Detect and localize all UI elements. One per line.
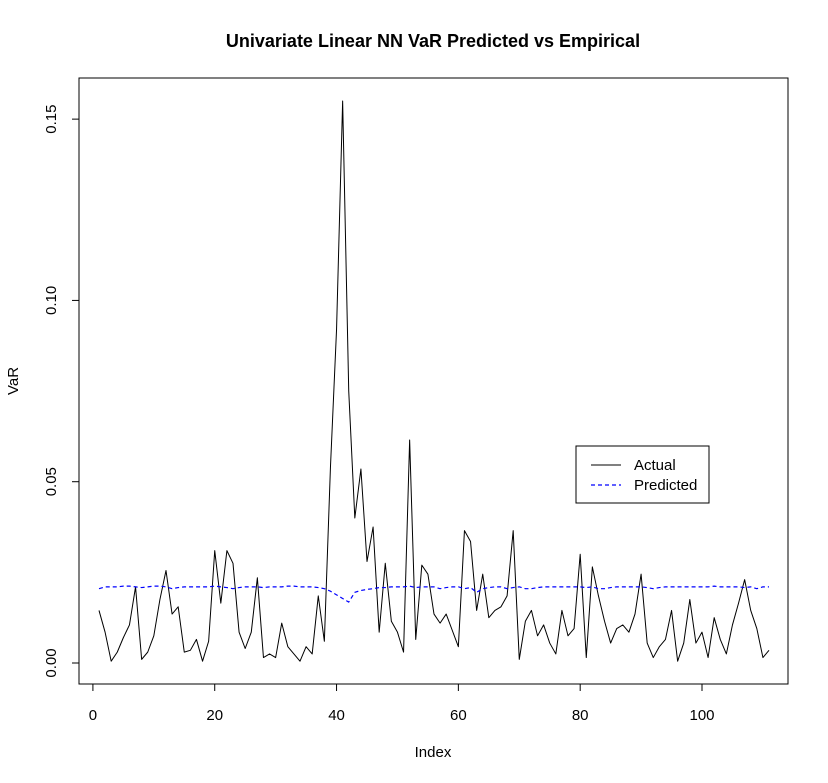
x-tick-label: 20: [206, 707, 223, 724]
y-tick-label: 0.05: [43, 467, 60, 496]
plot-frame: [78, 77, 789, 685]
series-layer: [98, 100, 770, 662]
x-tick-label: 60: [450, 707, 467, 724]
x-axis: 0 20 40 60 80 100: [89, 683, 715, 724]
series-line-predicted: [98, 585, 769, 603]
y-axis: 0.00 0.05 0.10 0.15: [43, 105, 80, 678]
x-tick-label: 40: [328, 707, 345, 724]
y-tick-label: 0.10: [43, 286, 60, 315]
legend: Actual Predicted: [575, 445, 710, 504]
legend-label-predicted: Predicted: [634, 477, 697, 494]
legend-label-actual: Actual: [634, 457, 676, 474]
series-line-actual: [98, 100, 770, 662]
y-axis-label: VaR: [5, 367, 22, 395]
x-tick-label: 0: [89, 707, 97, 724]
y-tick-label: 0.00: [43, 648, 60, 677]
x-tick-label: 100: [689, 707, 714, 724]
x-tick-label: 80: [572, 707, 589, 724]
y-tick-label: 0.15: [43, 105, 60, 134]
chart-title: Univariate Linear NN VaR Predicted vs Em…: [226, 31, 640, 51]
x-axis-label: Index: [415, 744, 452, 761]
legend-box: [575, 445, 710, 504]
